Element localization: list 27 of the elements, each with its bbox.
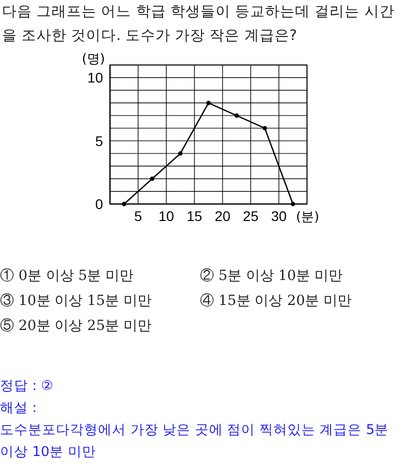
point — [178, 151, 183, 156]
text: ② 5분 이상 10분 미만 — [200, 267, 344, 286]
point — [262, 126, 267, 130]
point — [150, 176, 154, 181]
y-tick-label: 5 — [95, 132, 104, 149]
point — [206, 100, 211, 106]
x-tick-label: 20 — [214, 208, 231, 224]
y-tick-label: 10 — [87, 70, 104, 86]
x-tick-label: 5 — [134, 208, 142, 224]
text: 도수분포다각형에서 가장 낮은 곳에 점이 찍혀있는 계급은 5분 이상 10분 미만 — [0, 421, 390, 462]
text: ④ 15분 이상 20분 미만 — [200, 292, 352, 311]
point — [290, 202, 296, 206]
text: 정답 : ② — [0, 377, 54, 396]
x-axis-title: (분) — [296, 210, 320, 225]
text: 해설 : — [0, 399, 38, 418]
x-tick-label: 15 — [186, 208, 202, 224]
x-tick-label: 25 — [242, 208, 259, 224]
y-tick-label: 0 — [95, 196, 104, 212]
text: ① 0분 이상 5분 미만 — [0, 267, 135, 286]
chart-title: 다음 그래프는 어느 학급 학생들이 등교하는데 걸리는 시간을 조사한 것이다. 도수가 가장 작은 계급은? — [2, 3, 396, 46]
text: ⑤ 20분 이상 25분 미만 — [0, 317, 152, 336]
point — [234, 113, 239, 118]
x-tick-label: 10 — [158, 208, 174, 224]
x-tick-label: 30 — [271, 208, 287, 224]
point — [122, 202, 126, 206]
y-axis-title: (명) — [82, 52, 105, 67]
text: ③ 10분 이상 15분 미만 — [0, 292, 152, 311]
